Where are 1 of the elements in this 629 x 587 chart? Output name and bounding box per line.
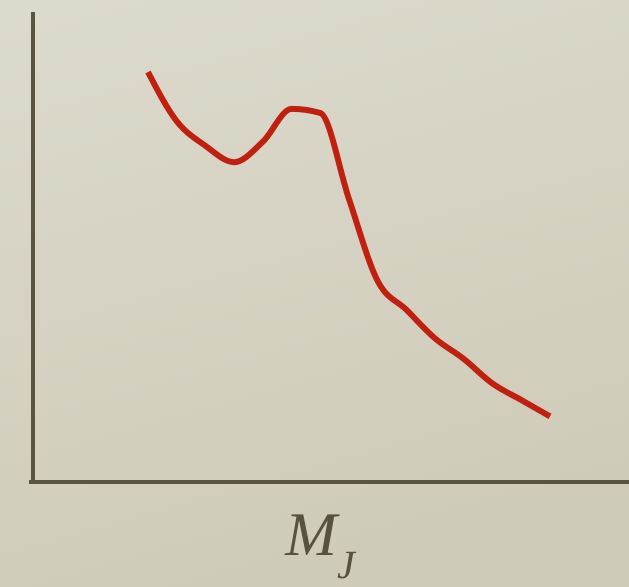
x-axis-title: M$_{J}$: [284, 501, 357, 586]
